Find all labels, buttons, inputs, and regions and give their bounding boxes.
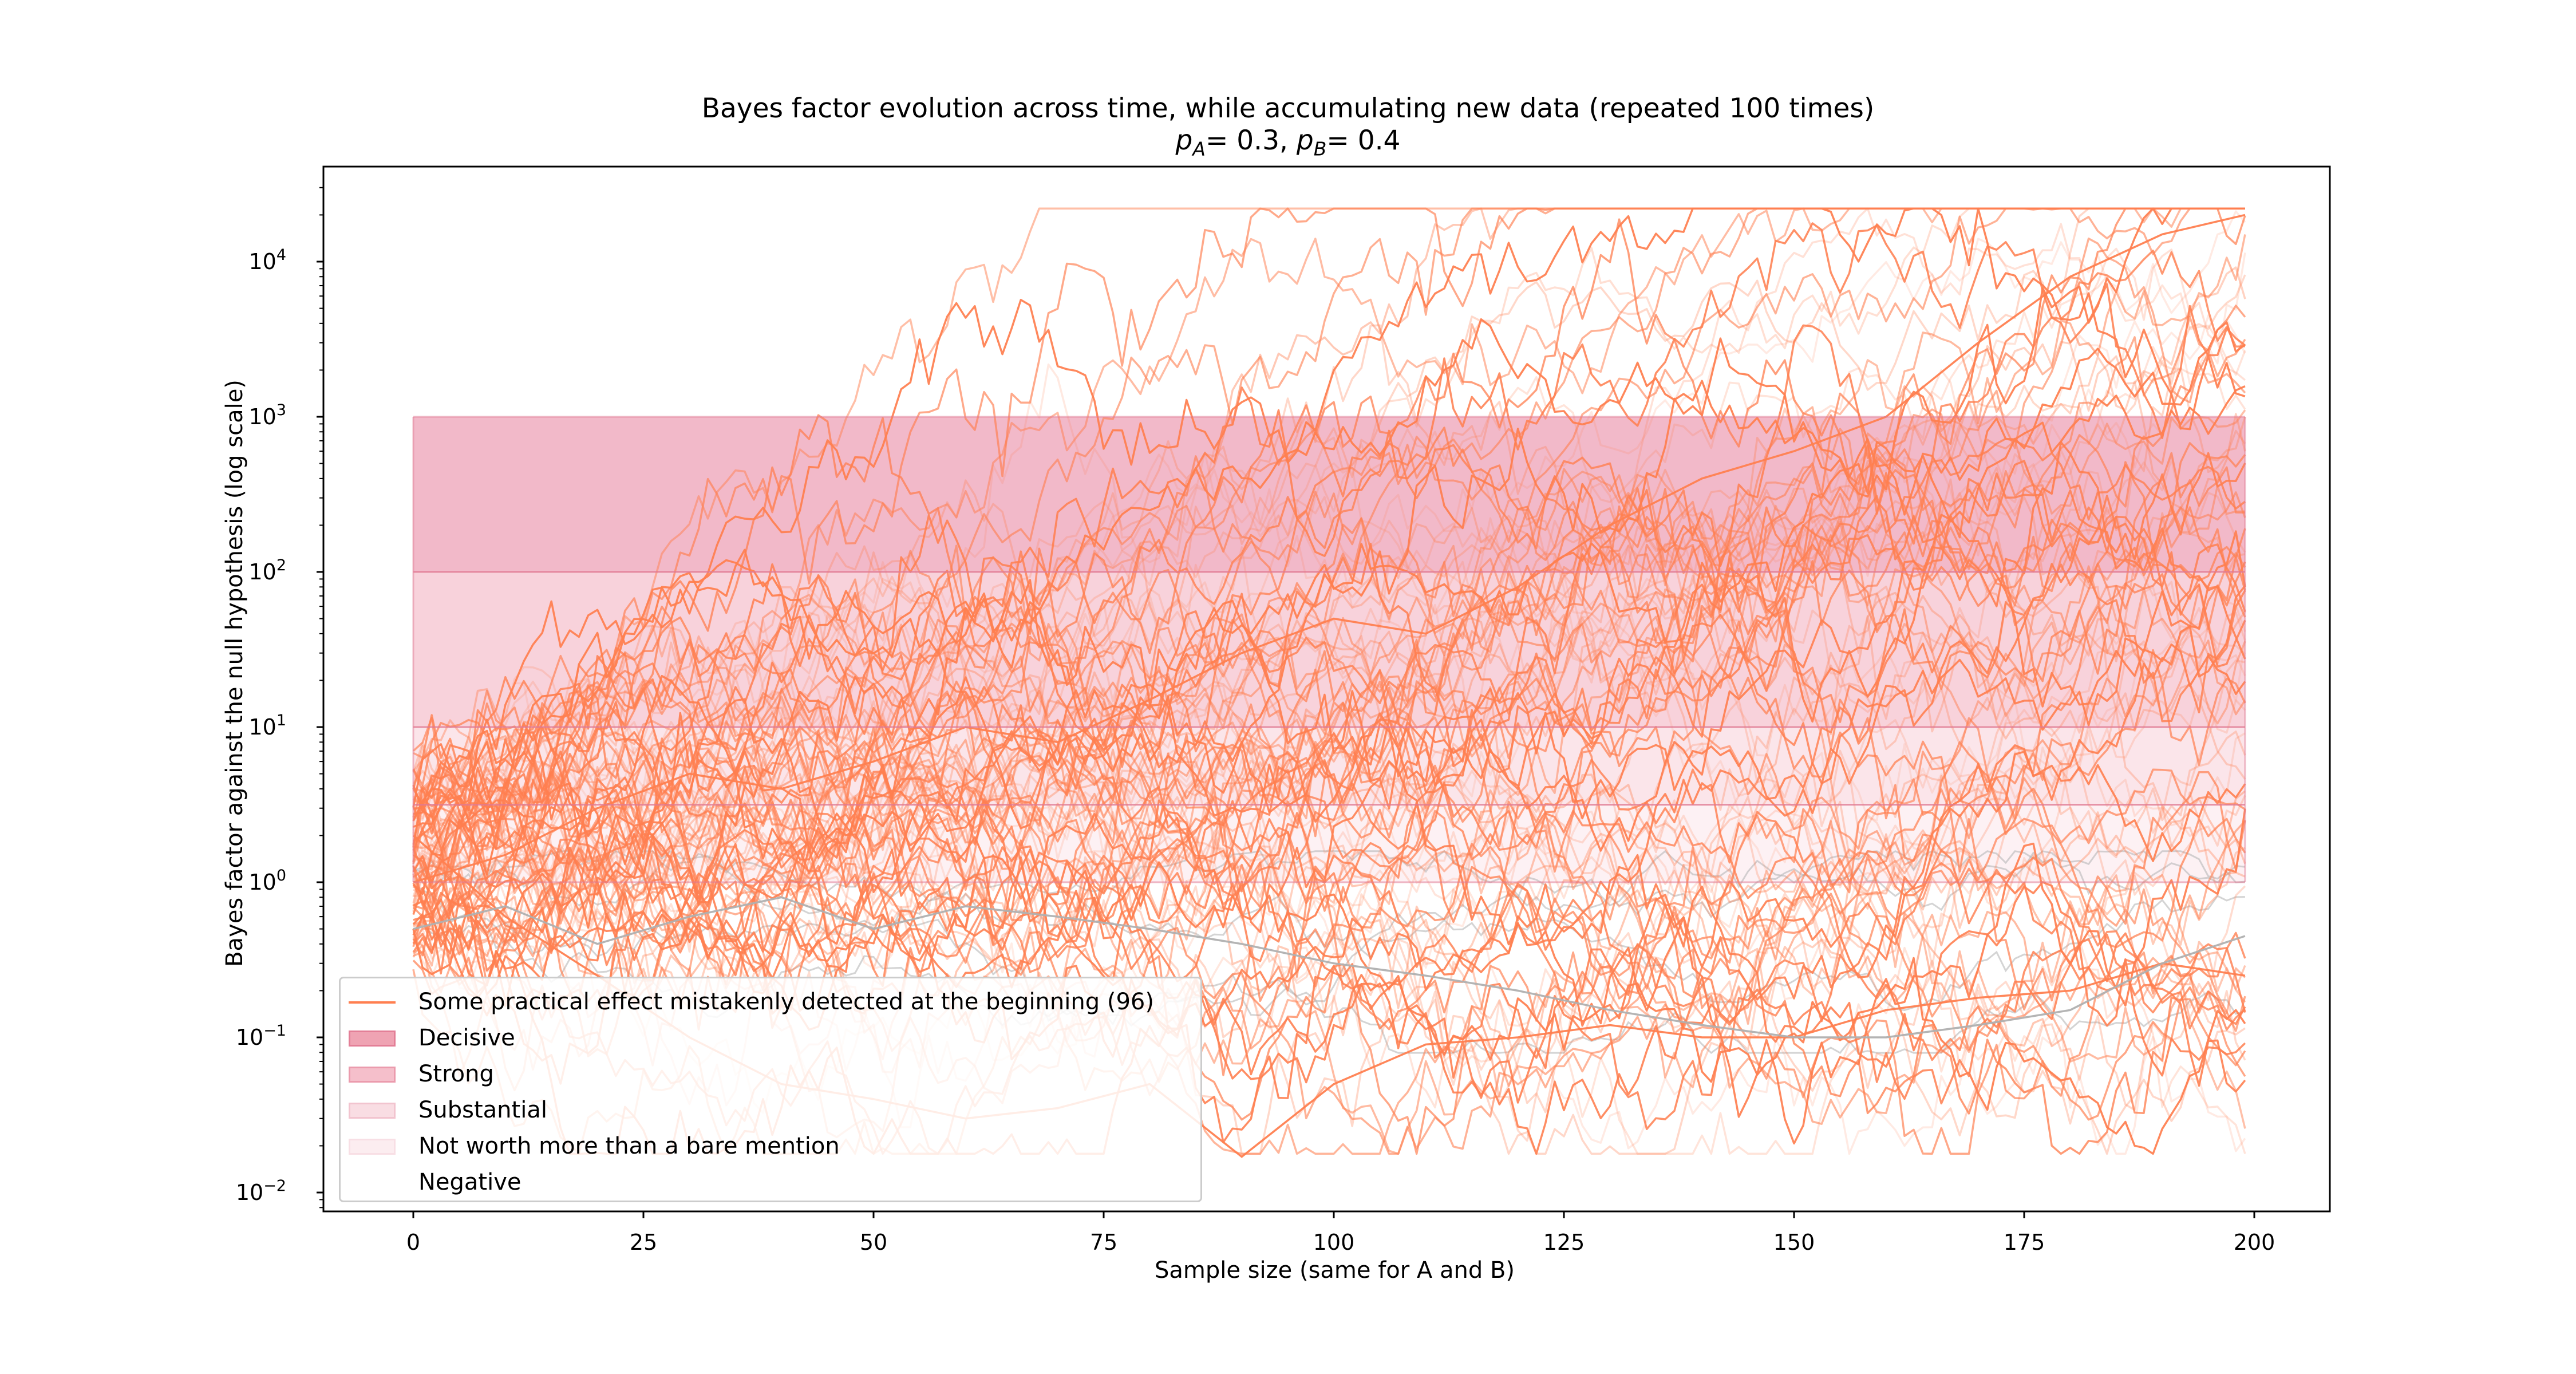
series-line-representative (413, 896, 2246, 1039)
series-line (412, 210, 2246, 876)
legend-label: Substantial (418, 1097, 547, 1123)
series-line (412, 599, 2246, 1145)
series-line (412, 515, 2246, 1092)
x-tick-label: 125 (1543, 1230, 1585, 1255)
x-tick-label: 200 (2233, 1230, 2275, 1255)
series-line (412, 549, 2246, 1076)
legend-label: Strong (418, 1061, 494, 1087)
series-line (412, 528, 2246, 903)
series-line (413, 751, 2246, 1030)
series-line (412, 600, 2246, 1155)
series-line (412, 207, 2246, 986)
legend-label: Some practical effect mistakenly detecte… (418, 989, 1154, 1015)
simulation-lines (412, 207, 2246, 1158)
pb-symbol: p (1296, 125, 1314, 156)
series-line (412, 207, 2245, 803)
series-line (413, 207, 2246, 828)
y-tick-label: 104 (248, 246, 286, 274)
series-line (412, 207, 2245, 958)
band-boundaries (412, 416, 2246, 883)
axis-ticks (317, 187, 2255, 1218)
legend-swatch (349, 1139, 396, 1155)
series-line (412, 668, 2246, 915)
series-line (412, 588, 2246, 1129)
series-line (413, 514, 2246, 934)
series-line (412, 587, 2246, 1155)
x-tick-label: 25 (629, 1230, 658, 1255)
series-line (412, 318, 2246, 822)
legend-swatch (349, 1103, 396, 1119)
pa-symbol: p (1175, 125, 1193, 156)
series-line (412, 324, 2246, 939)
x-tick-label: 175 (2003, 1230, 2045, 1255)
series-line (412, 527, 2246, 1076)
series-line (412, 528, 2246, 1121)
series-line (413, 492, 2246, 895)
plot-frame (322, 165, 2331, 1213)
legend-label: Decisive (418, 1025, 515, 1051)
pb-value: = 0.4 (1326, 125, 1401, 156)
series-line (412, 207, 2245, 902)
x-tick-label: 50 (859, 1230, 888, 1255)
series-line (413, 673, 2246, 999)
pa-value: = 0.3, (1205, 125, 1297, 156)
series-line (412, 207, 2245, 976)
series-line (413, 315, 2246, 850)
legend-swatch (349, 1175, 396, 1191)
series-line (412, 773, 2246, 1061)
series-line (412, 462, 2246, 875)
series-line (412, 237, 2246, 972)
chart-subtitle: pA= 0.3, pB= 0.4 (0, 125, 2576, 160)
series-line (412, 207, 2245, 834)
legend-swatch (349, 1030, 396, 1047)
series-line (412, 620, 2246, 1041)
y-tick-label: 103 (248, 401, 286, 429)
series-line (412, 505, 2246, 839)
x-tick-label: 150 (1773, 1230, 1815, 1255)
pa-subscript: A (1192, 137, 1206, 160)
series-line (413, 720, 2246, 1063)
y-tick-label: 10−2 (235, 1177, 286, 1205)
series-line (413, 207, 2246, 854)
series-line (413, 359, 2246, 876)
y-tick-label: 102 (248, 556, 286, 585)
series-line (412, 427, 2246, 824)
series-line (412, 413, 2246, 950)
series-line (413, 222, 2246, 920)
x-tick-label: 75 (1089, 1230, 1118, 1255)
chart-title: Bayes factor evolution across time, whil… (701, 93, 1875, 124)
series-line (412, 275, 2246, 911)
series-line (412, 321, 2246, 883)
x-tick-label: 0 (406, 1230, 421, 1255)
pb-subscript: B (1313, 137, 1327, 160)
y-tick-label: 100 (248, 867, 286, 895)
series-line (412, 639, 2246, 1155)
series-line (413, 769, 2246, 1155)
series-line (412, 460, 2246, 872)
series-line (412, 611, 2246, 1128)
x-axis-label: Sample size (same for A and B) (1155, 1257, 1515, 1284)
legend: Some practical effect mistakenly detecte… (339, 977, 1202, 1202)
legend-line-swatch (349, 1001, 396, 1004)
y-tick-label: 101 (248, 712, 286, 740)
x-tick-label: 100 (1313, 1230, 1355, 1255)
series-line (412, 686, 2246, 1014)
series-line (412, 448, 2245, 925)
legend-swatch (349, 1067, 396, 1083)
legend-label: Negative (418, 1169, 521, 1195)
series-line (412, 491, 2246, 856)
series-line (412, 305, 2246, 1021)
legend-label: Not worth more than a bare mention (418, 1133, 840, 1159)
y-tick-label: 10−1 (235, 1022, 286, 1050)
series-line (412, 324, 2246, 851)
series-line-representative (413, 214, 2246, 883)
series-line (412, 346, 2246, 974)
y-axis-label: Bayes factor against the null hypothesis… (222, 380, 248, 967)
